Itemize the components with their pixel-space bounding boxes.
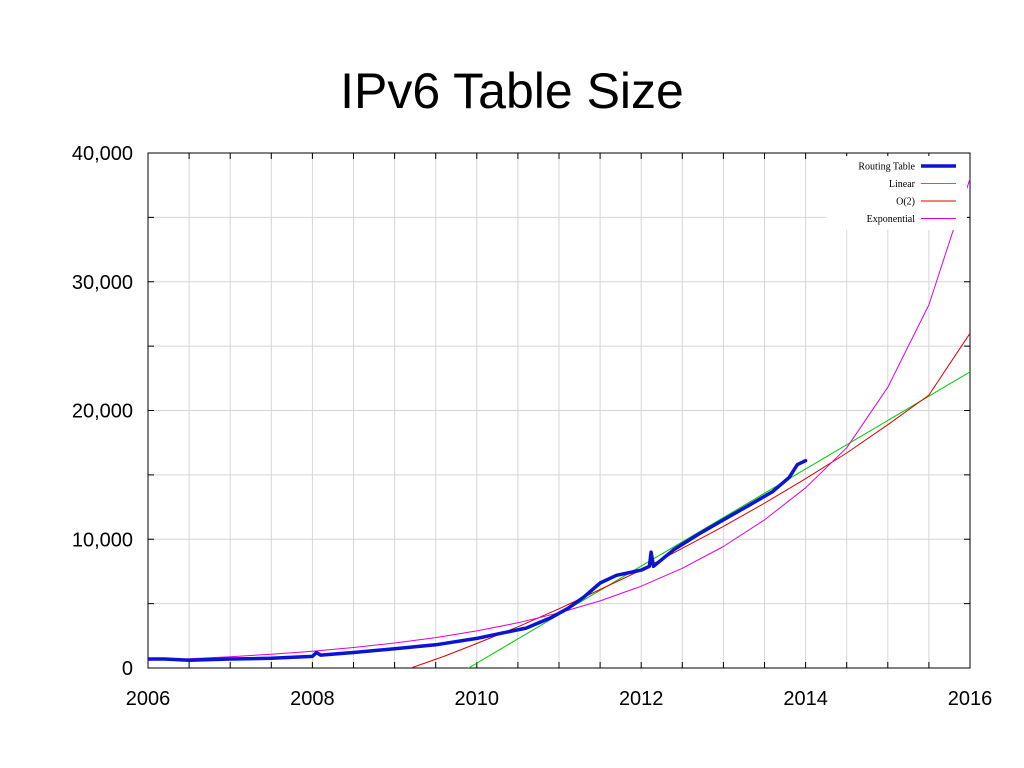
legend-label-exponential: Exponential bbox=[867, 214, 916, 225]
x-tick-label: 2016 bbox=[948, 688, 993, 710]
x-tick-label: 2014 bbox=[783, 688, 828, 710]
legend-label-o-2: O(2) bbox=[896, 197, 915, 208]
y-tick-label: 0 bbox=[122, 658, 133, 680]
series-line-linear bbox=[468, 371, 970, 668]
x-tick-label: 2012 bbox=[619, 688, 664, 710]
grid bbox=[148, 153, 970, 668]
y-tick-labels: 0 10,000 20,000 30,000 40,000 bbox=[72, 143, 133, 680]
series-line-o-2 bbox=[410, 332, 970, 668]
y-tick-label: 40,000 bbox=[72, 143, 133, 165]
legend: Routing Table Linear O(2) Exponential bbox=[826, 156, 967, 230]
y-tick-label: 30,000 bbox=[72, 272, 133, 294]
x-tick-label: 2006 bbox=[126, 688, 171, 710]
x-tick-label: 2008 bbox=[290, 688, 335, 710]
x-tick-labels: 2006 2008 2010 2012 2014 2016 bbox=[126, 688, 993, 710]
series-line-routing-table bbox=[148, 458, 808, 663]
series-lines bbox=[148, 178, 970, 668]
y-tick-label: 10,000 bbox=[72, 529, 133, 551]
legend-label-linear: Linear bbox=[889, 179, 916, 190]
slide-title: IPv6 Table Size bbox=[340, 63, 684, 119]
y-tick-label: 20,000 bbox=[72, 401, 133, 423]
x-tick-label: 2010 bbox=[455, 688, 500, 710]
legend-label-routing-table: Routing Table bbox=[858, 162, 915, 173]
tick-marks bbox=[148, 153, 970, 668]
legend-box bbox=[826, 156, 967, 230]
